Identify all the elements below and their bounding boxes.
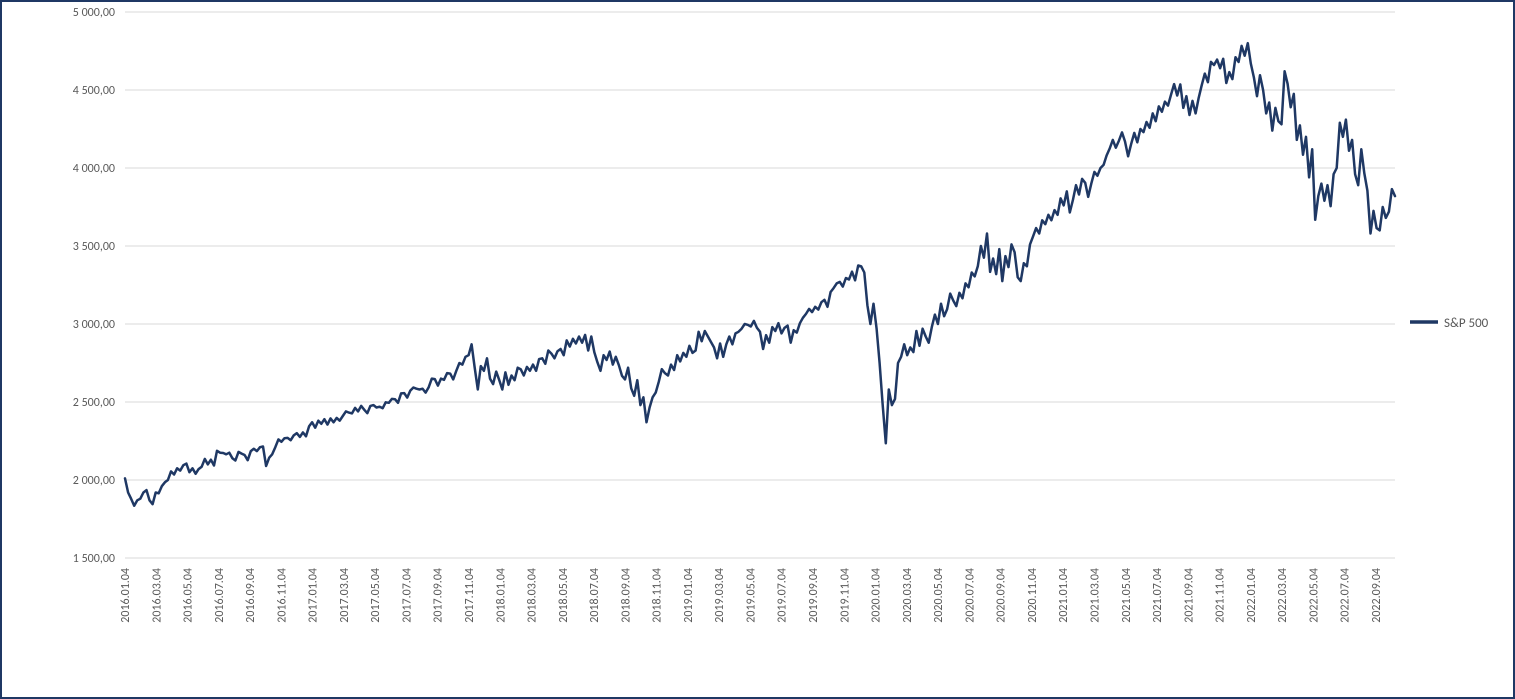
x-axis-label: 2018.11.04: [651, 568, 665, 623]
x-axis-label: 2020.03.04: [901, 568, 915, 623]
x-axis-label: 2016.07.04: [213, 568, 227, 623]
x-axis-label: 2019.01.04: [682, 568, 696, 623]
x-axis-label: 2021.03.04: [1088, 568, 1102, 623]
x-axis-label: 2022.03.04: [1276, 568, 1290, 623]
x-axis-label: 2022.01.04: [1245, 568, 1259, 623]
x-axis-label: 2016.03.04: [150, 568, 164, 623]
x-axis-label: 2018.07.04: [588, 568, 602, 623]
y-axis-label: 2 000,00: [73, 474, 115, 488]
line-chart: 1 500,00 2 000,00 2 500,00 3 000,00 3 500,00…: [0, 0, 1515, 699]
legend-label: S&P 500: [1444, 316, 1489, 331]
x-axis-label: 2016.09.04: [244, 568, 258, 623]
x-axis-label: 2021.09.04: [1182, 568, 1196, 623]
x-axis-label: 2018.01.04: [494, 568, 508, 623]
x-axis-label: 2021.11.04: [1214, 568, 1228, 623]
y-axis-label: 5 000,00: [73, 6, 115, 20]
x-axis-label: 2019.07.04: [776, 568, 790, 623]
y-axis-label: 2 500,00: [73, 396, 115, 410]
y-axis-label: 4 500,00: [73, 84, 115, 98]
x-axis-label: 2021.07.04: [1151, 568, 1165, 623]
x-axis-label: 2021.01.04: [1057, 568, 1071, 623]
x-axis-label: 2021.05.04: [1120, 568, 1134, 623]
x-axis-label: 2017.05.04: [369, 568, 383, 623]
x-axis-label: 2018.05.04: [557, 568, 571, 623]
x-axis-label: 2016.05.04: [182, 568, 196, 623]
x-axis-label: 2019.03.04: [713, 568, 727, 623]
x-axis-label: 2017.01.04: [307, 568, 321, 623]
x-axis-label: 2018.09.04: [619, 568, 633, 623]
x-axis-label: 2022.07.04: [1339, 568, 1353, 623]
x-axis-label: 2019.09.04: [807, 568, 821, 623]
x-axis-label: 2020.01.04: [870, 568, 884, 623]
x-axis-label: 2016.11.04: [275, 568, 289, 623]
x-axis-label: 2016.01.04: [119, 568, 133, 623]
y-axis-label: 4 000,00: [73, 162, 115, 176]
x-axis-label: 2020.09.04: [995, 568, 1009, 623]
y-axis-label: 1 500,00: [73, 552, 115, 566]
x-axis-label: 2017.07.04: [400, 568, 414, 623]
y-axis-label: 3 500,00: [73, 240, 115, 254]
chart-container: 1 500,00 2 000,00 2 500,00 3 000,00 3 500,00…: [0, 0, 1515, 699]
x-axis-label: 2020.07.04: [963, 568, 977, 623]
x-axis-label: 2017.11.04: [463, 568, 477, 623]
x-axis-label: 2022.05.04: [1307, 568, 1321, 623]
x-axis-label: 2020.11.04: [1026, 568, 1040, 623]
x-axis-label: 2020.05.04: [932, 568, 946, 623]
x-axis-label: 2017.09.04: [432, 568, 446, 623]
y-axis-label: 3 000,00: [73, 318, 115, 332]
x-axis-label: 2019.11.04: [838, 568, 852, 623]
x-axis-label: 2017.03.04: [338, 568, 352, 623]
x-axis-label: 2018.03.04: [526, 568, 540, 623]
x-axis-label: 2019.05.04: [744, 568, 758, 623]
x-axis-label: 2022.09.04: [1370, 568, 1384, 623]
